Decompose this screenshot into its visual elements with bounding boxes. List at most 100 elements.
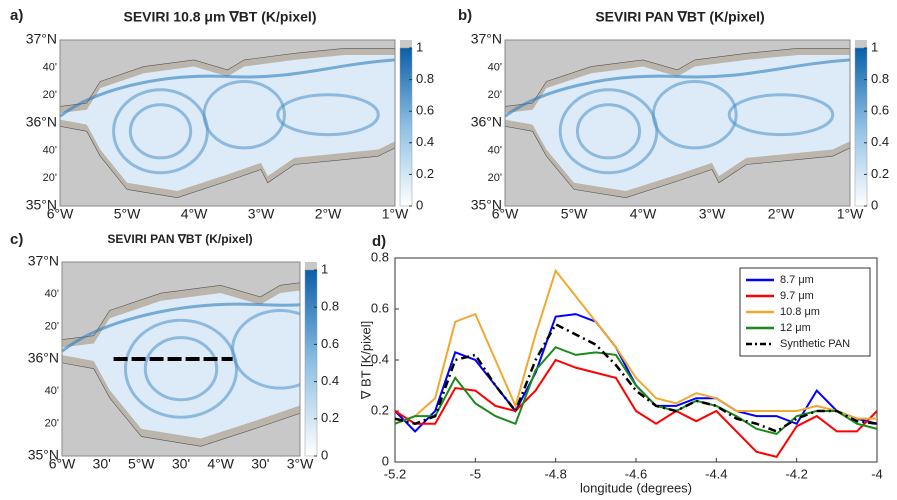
- map: [505, 40, 850, 206]
- colorbar: [854, 47, 868, 207]
- colorbar-tick-label: 0.6: [416, 103, 434, 118]
- colorbar-tick-label: 1: [416, 39, 423, 54]
- front: [231, 309, 300, 390]
- map-frame: [61, 261, 301, 457]
- x-tick-label: 30': [251, 456, 269, 472]
- map-title: SEVIRI PAN ∇BT (K/pixel): [595, 9, 764, 25]
- colorbar-tick-label: 0.6: [871, 103, 889, 118]
- x-tick-label: 30': [172, 456, 190, 472]
- y-tick-label: 0.4: [371, 351, 389, 366]
- front: [727, 93, 835, 137]
- map-frame: [59, 39, 396, 207]
- x-tick-label: 1°W: [837, 206, 864, 222]
- front: [112, 88, 209, 175]
- front: [651, 80, 738, 150]
- x-tick-label: 6°W: [492, 206, 519, 222]
- x-tick-label: 30': [93, 456, 111, 472]
- y-tick-label: 37°N: [471, 31, 502, 47]
- y-tick-label: 40': [43, 62, 57, 74]
- map: [60, 40, 395, 206]
- x-tick-label: -4.8: [544, 466, 566, 481]
- y-tick-label: 40': [45, 385, 59, 397]
- y-tick-label: 20': [43, 89, 57, 101]
- y-tick-label: 40': [488, 145, 502, 157]
- colorbar-tick-label: 0.4: [871, 134, 889, 149]
- series-line: [394, 346, 878, 436]
- x-tick-label: 5°W: [128, 456, 155, 472]
- y-tick-label: 40': [488, 62, 502, 74]
- colorbar-tick-label: 0.4: [416, 134, 434, 149]
- colorbar-tick-label: 0.2: [871, 166, 889, 181]
- y-tick-label: 37°N: [26, 31, 57, 47]
- x-tick-label: 4°W: [630, 206, 657, 222]
- colorbar-tick-label: 0.6: [321, 336, 339, 351]
- front: [505, 58, 850, 118]
- colorbar-tick-label: 0: [871, 197, 878, 212]
- x-tick-label: -4: [871, 466, 883, 481]
- legend-label: 8.7 μm: [780, 274, 814, 286]
- y-tick-label: 20': [45, 418, 59, 430]
- y-tick-label: 36°N: [28, 350, 59, 366]
- x-tick-label: 6°W: [47, 206, 74, 222]
- y-tick-label: 0.2: [371, 402, 389, 417]
- legend-label: 12 μm: [780, 322, 811, 334]
- y-tick-label: 20': [43, 172, 57, 184]
- y-tick-label: 37°N: [28, 253, 59, 269]
- x-tick-label: 2°W: [315, 206, 342, 222]
- colorbar-tick-label: 0: [416, 197, 423, 212]
- map-title: SEVIRI 10.8 μm ∇BT (K/pixel): [124, 9, 317, 25]
- colorbar-tick-label: 0: [321, 447, 328, 462]
- y-tick-label: 40': [43, 145, 57, 157]
- x-tick-label: -4.6: [625, 466, 647, 481]
- y-tick-label: 35°N: [26, 197, 57, 213]
- x-tick-label: 4°W: [207, 456, 234, 472]
- y-tick-label: 35°N: [471, 197, 502, 213]
- x-tick-label: -4.2: [785, 466, 807, 481]
- colorbar-cap: [305, 262, 317, 270]
- y-tick-label: 40': [45, 288, 59, 300]
- panel-label: a): [10, 7, 23, 24]
- colorbar-tick-label: 0.2: [416, 166, 434, 181]
- colorbar-tick-label: 0.8: [321, 299, 339, 314]
- x-tick-label: 6°W: [49, 456, 76, 472]
- x-tick-label: 5°W: [114, 206, 141, 222]
- y-tick-label: 35°N: [28, 447, 59, 463]
- y-axis-label: ∇ BT [K/pixel]: [358, 321, 373, 401]
- x-tick-label: 2°W: [768, 206, 795, 222]
- colorbar-cap: [400, 40, 412, 48]
- y-tick-label: 20': [488, 89, 502, 101]
- x-tick-label: -5: [470, 466, 482, 481]
- colorbar-tick-label: 1: [321, 261, 328, 276]
- x-tick-label: 5°W: [561, 206, 588, 222]
- sea: [505, 54, 850, 192]
- y-tick-label: 36°N: [26, 114, 57, 130]
- y-tick-label: 20': [488, 172, 502, 184]
- colorbar-cap: [855, 40, 867, 48]
- front: [143, 336, 219, 402]
- x-tick-label: 4°W: [181, 206, 208, 222]
- x-tick-label: 3°W: [287, 456, 314, 472]
- panel-label: b): [458, 7, 472, 24]
- x-tick-label: 1°W: [382, 206, 409, 222]
- series-line: [394, 268, 877, 425]
- front: [62, 302, 300, 353]
- colorbar: [399, 47, 413, 207]
- x-tick-label: 3°W: [248, 206, 275, 222]
- front: [558, 88, 659, 175]
- legend-label: 9.7 μm: [780, 290, 814, 302]
- colorbar: [304, 269, 318, 457]
- x-tick-label: -4.4: [705, 466, 727, 481]
- map: [62, 262, 300, 456]
- map-title: SEVIRI PAN ∇BT (K/pixel): [107, 232, 252, 246]
- colorbar-tick-label: 0.8: [871, 71, 889, 86]
- front: [123, 318, 239, 419]
- x-axis-label: longitude (degrees): [580, 480, 692, 495]
- colorbar-tick-label: 0.2: [321, 410, 339, 425]
- legend-label: 10.8 μm: [780, 306, 820, 318]
- panel-label: d): [372, 233, 386, 250]
- colorbar-tick-label: 0.4: [321, 373, 339, 388]
- legend-label: Synthetic PAN: [780, 338, 850, 350]
- front: [128, 103, 193, 160]
- sea: [60, 54, 395, 192]
